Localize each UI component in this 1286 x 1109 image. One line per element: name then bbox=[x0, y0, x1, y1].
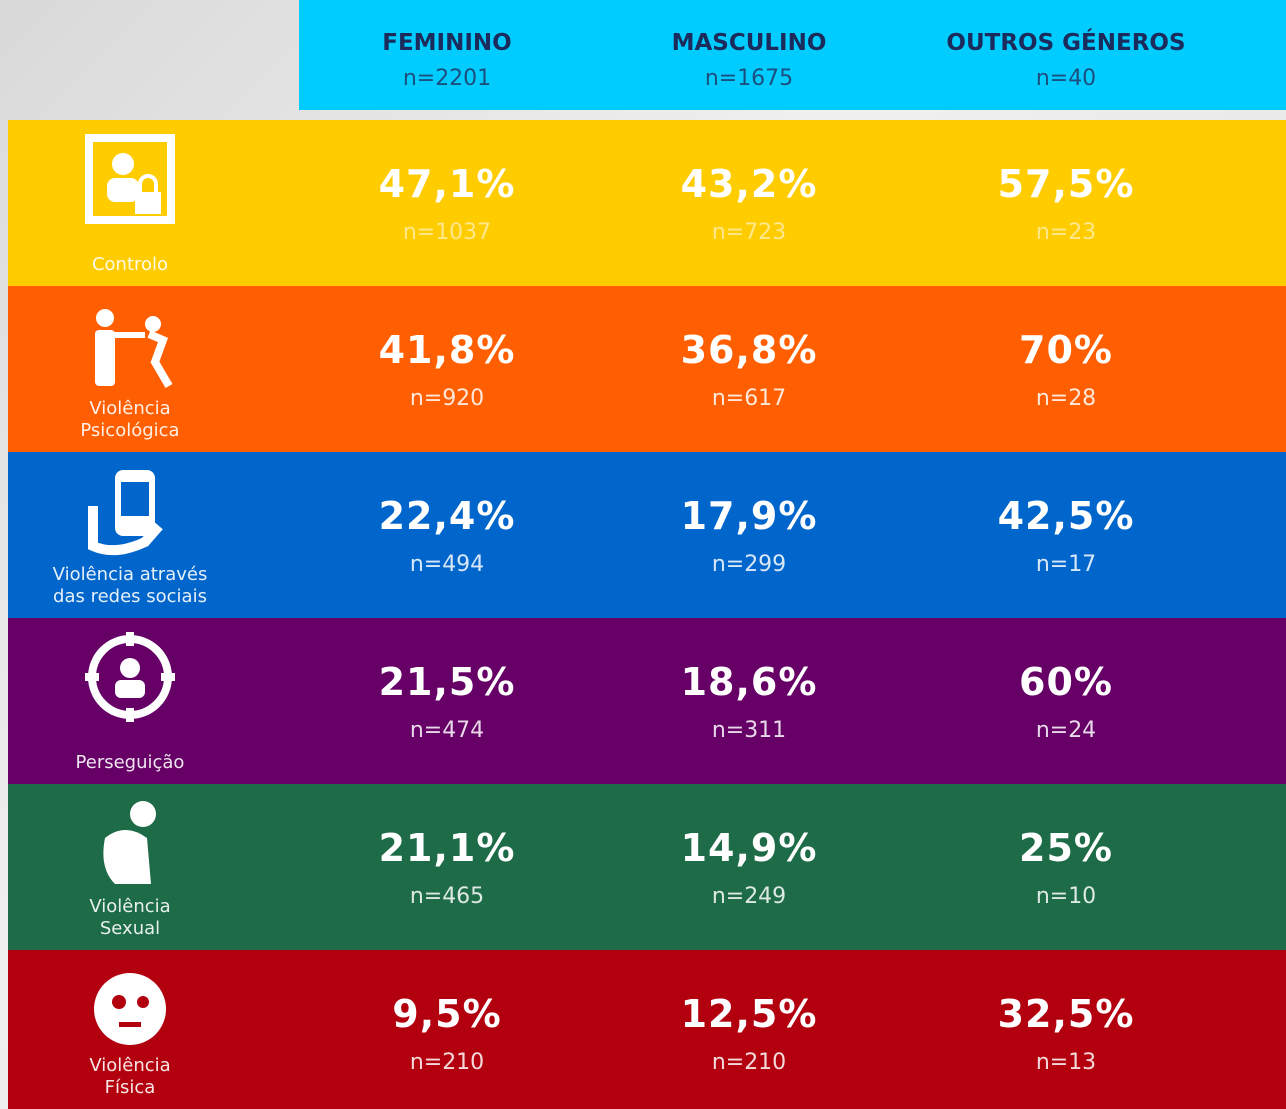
cell-pct: 17,9% bbox=[680, 494, 818, 538]
row-band bbox=[8, 784, 1286, 950]
cell-pct: 21,5% bbox=[378, 660, 516, 704]
cell-n: n=474 bbox=[409, 718, 485, 743]
cell-pct: 57,5% bbox=[997, 162, 1135, 206]
row-label: das redes sociais bbox=[53, 586, 207, 607]
row-label: Violência através bbox=[52, 564, 208, 585]
row-icon bbox=[94, 973, 166, 1045]
cell-n: n=1037 bbox=[402, 220, 492, 245]
cell-n: n=920 bbox=[409, 386, 485, 411]
cell-n: n=617 bbox=[711, 386, 787, 411]
cell-pct: 18,6% bbox=[680, 660, 818, 704]
cell-n: n=494 bbox=[409, 552, 485, 577]
row-label: Violência bbox=[89, 1055, 171, 1076]
cell-pct: 32,5% bbox=[997, 992, 1135, 1036]
row-icon bbox=[85, 632, 175, 722]
cell-n: n=28 bbox=[1035, 386, 1097, 411]
cell-pct: 9,5% bbox=[392, 992, 502, 1036]
cell-pct: 25% bbox=[1019, 826, 1113, 870]
cell-pct: 60% bbox=[1019, 660, 1113, 704]
cell-n: n=465 bbox=[409, 884, 485, 909]
cell-n: n=23 bbox=[1035, 220, 1097, 245]
column-n: n=1675 bbox=[704, 66, 794, 91]
row-icon bbox=[88, 470, 163, 556]
row-label: Física bbox=[104, 1077, 156, 1098]
cell-pct: 21,1% bbox=[378, 826, 516, 870]
row-label: Perseguição bbox=[75, 752, 185, 773]
column-n: n=40 bbox=[1035, 66, 1097, 91]
cell-pct: 36,8% bbox=[680, 328, 818, 372]
cell-pct: 42,5% bbox=[997, 494, 1135, 538]
row-band bbox=[8, 950, 1286, 1109]
row-label: Controlo bbox=[91, 254, 169, 275]
row-label: Sexual bbox=[99, 918, 161, 939]
cell-n: n=210 bbox=[409, 1050, 485, 1075]
row-icon bbox=[95, 309, 173, 389]
row-band bbox=[8, 286, 1286, 452]
row-band bbox=[8, 120, 1286, 286]
cell-n: n=299 bbox=[711, 552, 787, 577]
cell-pct: 12,5% bbox=[680, 992, 818, 1036]
row-label: Violência bbox=[89, 896, 171, 917]
cell-pct: 22,4% bbox=[378, 494, 516, 538]
cell-n: n=723 bbox=[711, 220, 787, 245]
row-icon bbox=[85, 134, 175, 224]
cell-n: n=10 bbox=[1035, 884, 1097, 909]
cell-n: n=17 bbox=[1035, 552, 1097, 577]
column-n: n=2201 bbox=[402, 66, 492, 91]
cell-pct: 41,8% bbox=[378, 328, 516, 372]
cell-n: n=13 bbox=[1035, 1050, 1097, 1075]
cell-pct: 70% bbox=[1019, 328, 1113, 372]
cell-pct: 14,9% bbox=[680, 826, 818, 870]
header-band bbox=[299, 0, 1286, 110]
row-icon bbox=[103, 801, 156, 884]
cell-n: n=24 bbox=[1035, 718, 1097, 743]
column-name: OUTROS GÉNEROS bbox=[946, 30, 1186, 56]
column-name: MASCULINO bbox=[671, 30, 827, 56]
row-label: Psicológica bbox=[80, 420, 180, 441]
cell-pct: 43,2% bbox=[680, 162, 818, 206]
cell-pct: 47,1% bbox=[378, 162, 516, 206]
row-label: Violência bbox=[89, 398, 171, 419]
cell-n: n=311 bbox=[711, 718, 787, 743]
row-band bbox=[8, 618, 1286, 784]
column-name: FEMININO bbox=[382, 30, 512, 56]
cell-n: n=210 bbox=[711, 1050, 787, 1075]
row-band bbox=[8, 452, 1286, 618]
cell-n: n=249 bbox=[711, 884, 787, 909]
